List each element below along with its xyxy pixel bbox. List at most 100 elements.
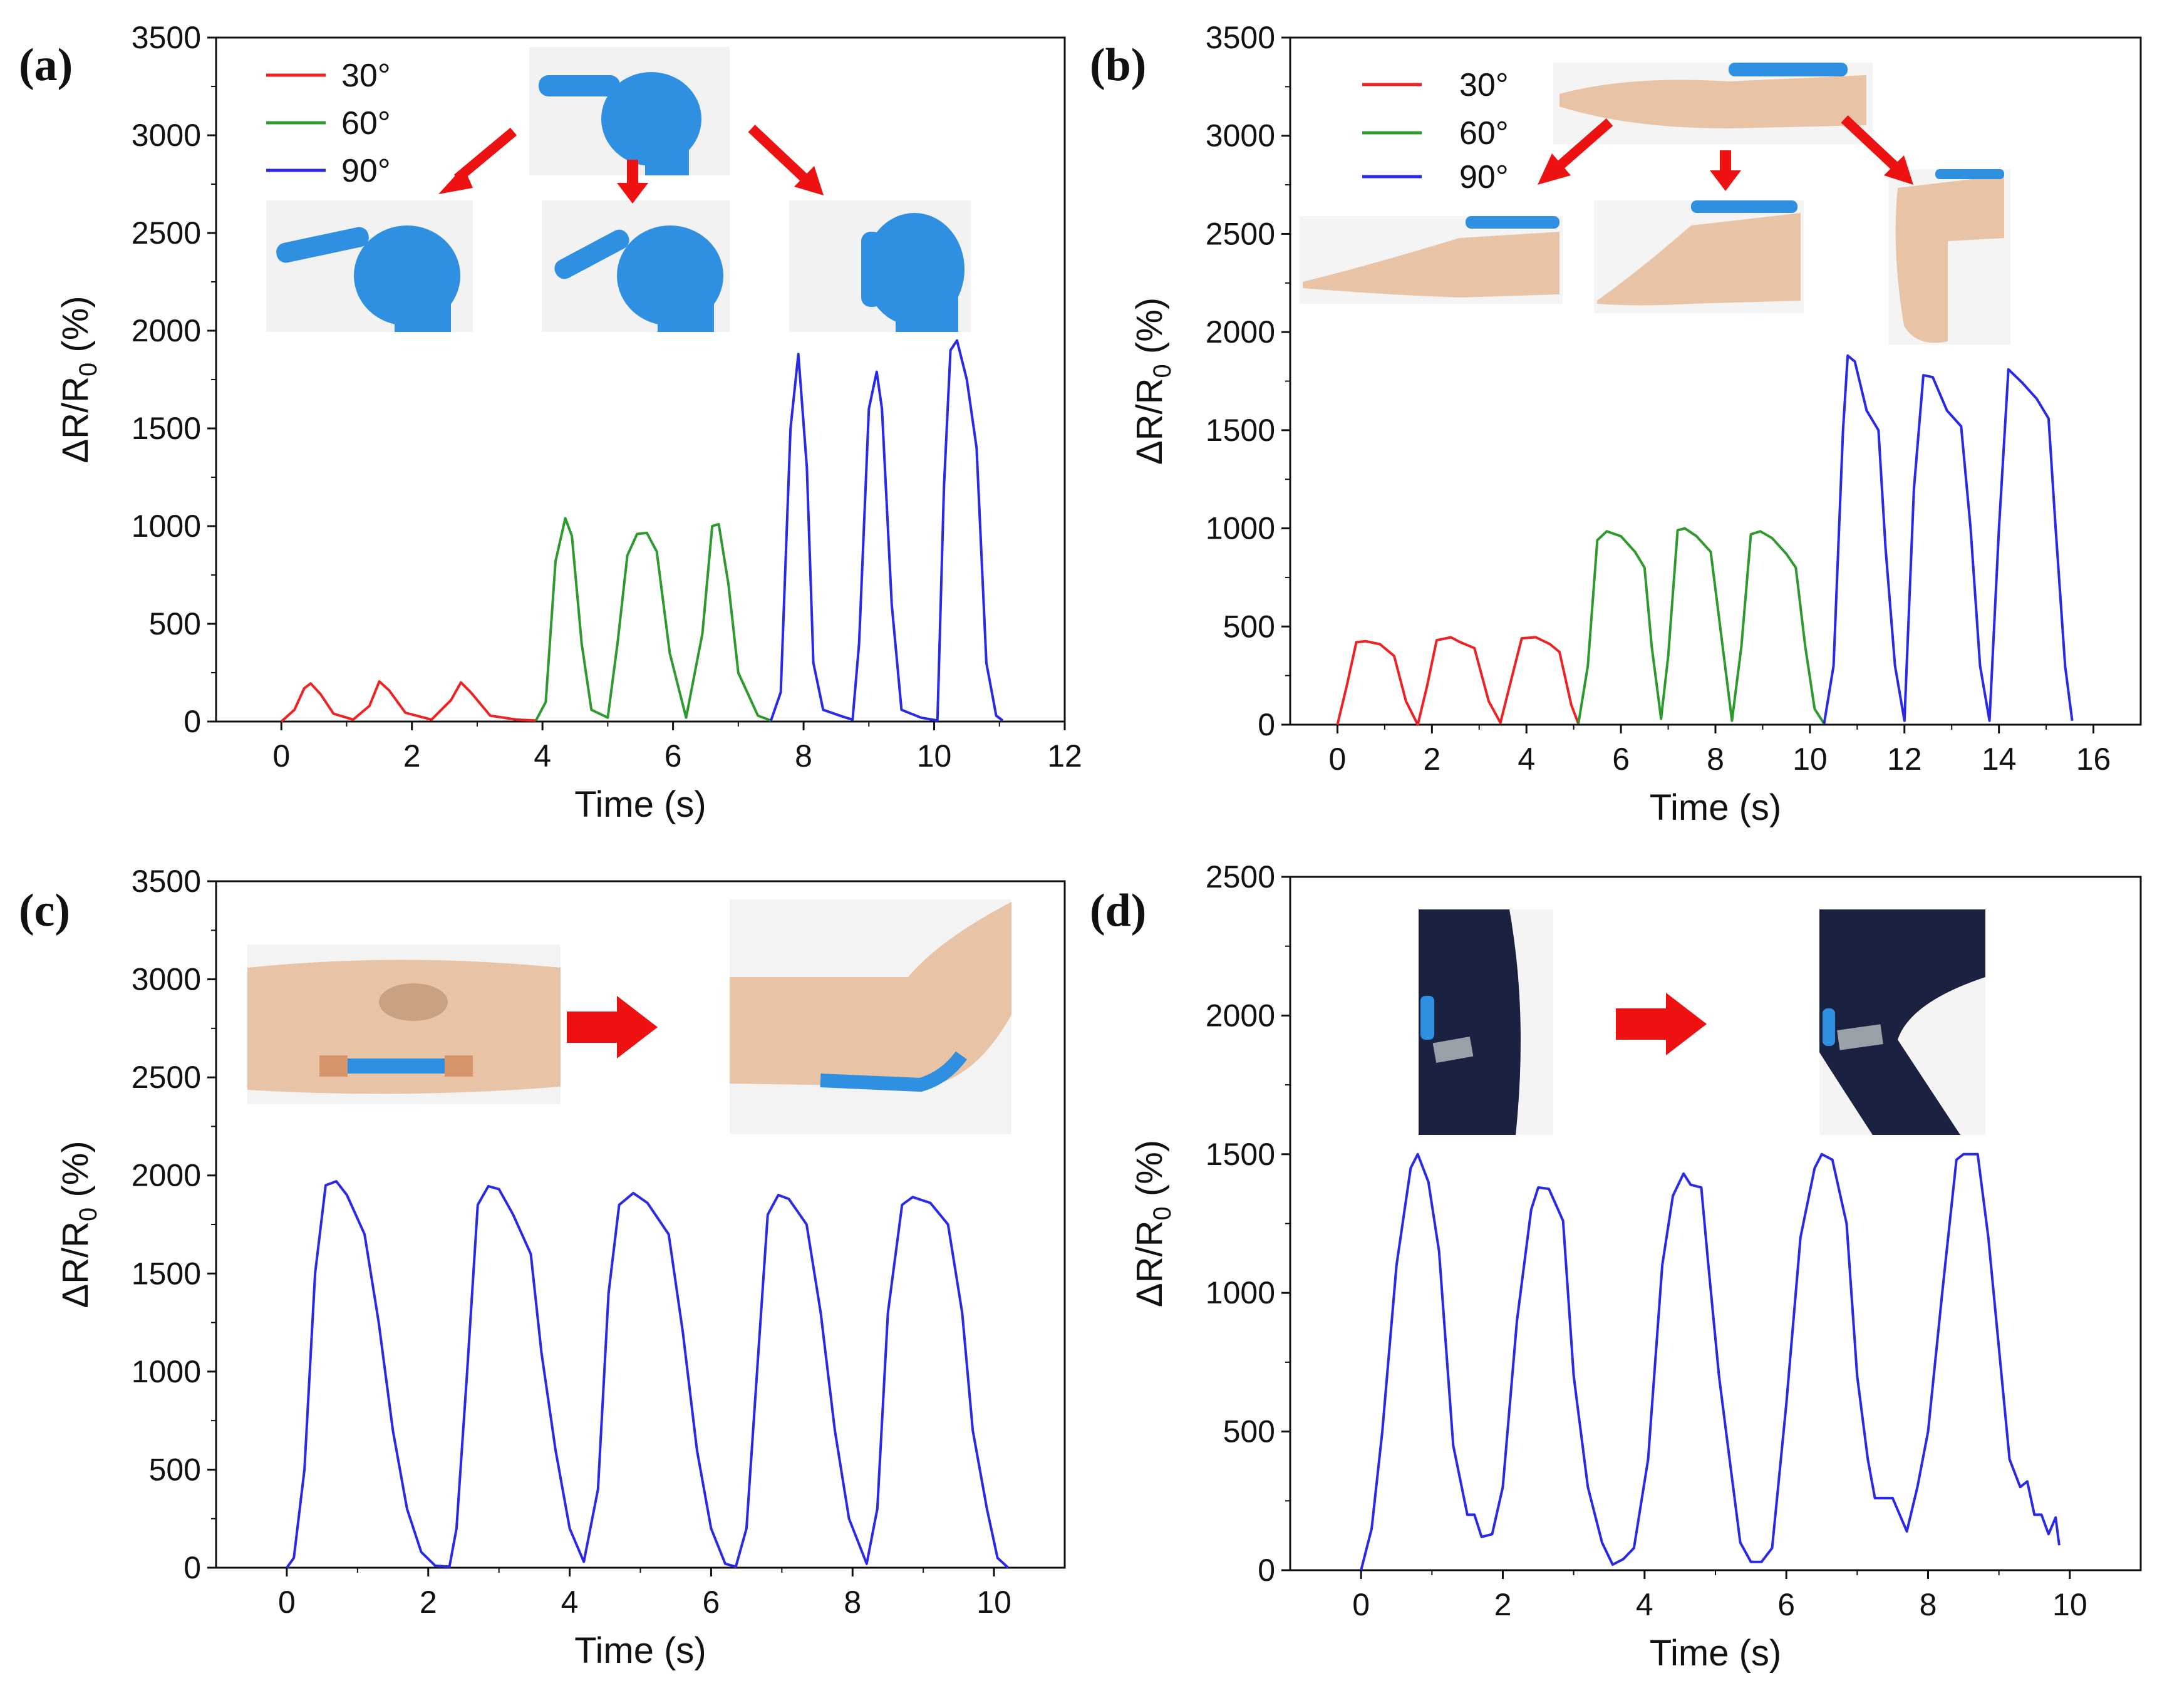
- y-axis-title-unit: (%): [1129, 1140, 1170, 1206]
- panel-label-a: (a): [19, 39, 73, 91]
- inset-hand-bent-90: [1888, 169, 2010, 344]
- y-tick-label: 1500: [132, 411, 201, 446]
- series-line-90: [1823, 354, 2074, 724]
- y-tick-label: 0: [1258, 1553, 1275, 1588]
- arrow-to-60: [1710, 150, 1741, 191]
- x-tick-label: 4: [561, 1585, 579, 1620]
- y-axis-title-unit: (%): [55, 1141, 96, 1207]
- series-line-60: [534, 517, 772, 722]
- panel-label-d: (d): [1090, 885, 1146, 936]
- x-tick-label: 10: [917, 738, 952, 774]
- x-tick-label: 4: [1518, 742, 1535, 777]
- inset-hand-bent-30: [1300, 216, 1563, 304]
- y-tick-label: 3000: [132, 962, 201, 997]
- y-tick-label: 3500: [132, 864, 201, 899]
- y-tick-label: 3500: [1206, 20, 1275, 55]
- y-tick-label: 1500: [1206, 1137, 1275, 1172]
- series-line-60: [1577, 527, 1826, 725]
- y-tick-label: 1000: [132, 1354, 201, 1389]
- panel-c-plot: 0 2 4 6 8 10 0 500 1000 1500 2000 2500 3000 3500 Time …: [55, 864, 1066, 1671]
- y-tick-label: 1500: [132, 1256, 201, 1291]
- x-tick-label: 16: [2076, 742, 2111, 777]
- y-axis-title-main: ΔR/R: [1129, 378, 1170, 465]
- y-axis-title-unit: (%): [1129, 298, 1170, 364]
- y-tick-label: 1500: [1206, 413, 1275, 448]
- x-tick-label: 8: [795, 738, 812, 774]
- arrow-to-90: [748, 125, 824, 195]
- x-tick-label: 6: [665, 738, 682, 774]
- y-axis-title-subscript: 0: [1149, 1206, 1176, 1220]
- x-tick-label: 4: [1636, 1587, 1653, 1622]
- panel-a-insets: [266, 47, 971, 332]
- panel-b-plot: 0 2 4 6 8 10 12 14 16 0 500 1000 1500 2000 2500 3000 350…: [1129, 20, 2142, 828]
- y-axis-title: ΔR/R0 (%): [55, 1141, 102, 1308]
- y-axis-title: ΔR/R0 (%): [1129, 298, 1176, 465]
- panel-a: (a) 0 2 4 6 8 10 12 0 500 1000 1500 2000 2500 3000 350…: [19, 20, 1082, 825]
- y-tick-label: 2000: [1206, 314, 1275, 349]
- inset-knee-bent: [1819, 909, 1985, 1135]
- inset-knee-straight: [1419, 909, 1553, 1135]
- y-tick-label: 0: [184, 1550, 201, 1585]
- x-tick-label: 0: [1352, 1587, 1370, 1622]
- y-axis-title-unit: (%): [55, 296, 96, 362]
- y-tick-label: 0: [184, 704, 201, 739]
- panel-a-legend: 30° 60° 90°: [266, 58, 391, 189]
- y-axis-title: ΔR/R0 (%): [55, 296, 102, 463]
- panel-label-c: (c): [19, 885, 70, 936]
- x-tick-label: 2: [403, 738, 421, 774]
- series-line-90: [286, 1180, 1010, 1569]
- y-axis-title-subscript: 0: [75, 1208, 102, 1221]
- panel-d: (d) 0 2 4 6 8 10 0 500 1000 1500 2000 2500 Time (s) Δ…: [1090, 859, 2142, 1674]
- y-axis-title-subscript: 0: [75, 363, 102, 376]
- y-axis-title: ΔR/R0 (%): [1129, 1140, 1176, 1307]
- arrow-to-30: [1538, 118, 1613, 185]
- legend-label-60: 60°: [341, 105, 391, 142]
- panel-b: (b) 0 2 4 6 8 10 12 14 16 0 500 1000 1500 2000 2500 300…: [1090, 20, 2142, 828]
- arrow-to-90: [1841, 115, 1913, 185]
- x-axis-title: Time (s): [574, 1630, 706, 1671]
- x-tick-label: 2: [1494, 1587, 1512, 1622]
- y-tick-label: 500: [149, 606, 201, 641]
- legend-label-60: 60°: [1459, 115, 1509, 152]
- x-tick-label: 2: [1423, 742, 1440, 777]
- arrow-d: [1616, 993, 1707, 1055]
- x-tick-label: 0: [278, 1585, 296, 1620]
- y-tick-label: 0: [1258, 707, 1275, 742]
- panel-c-insets: [247, 899, 1011, 1134]
- y-tick-label: 2000: [132, 1158, 201, 1193]
- series-line-30: [1336, 636, 1580, 726]
- inset-arm-straight: [247, 945, 561, 1104]
- x-tick-label: 0: [272, 738, 290, 774]
- legend-label-30: 30°: [341, 58, 391, 94]
- x-tick-label: 8: [844, 1585, 861, 1620]
- y-tick-label: 3500: [132, 20, 201, 55]
- x-tick-label: 2: [420, 1585, 437, 1620]
- y-tick-label: 500: [149, 1452, 201, 1487]
- y-tick-label: 2500: [1206, 859, 1275, 894]
- panel-a-plot: 0 2 4 6 8 10 12 0 500 1000 1500 2000 2500 3000 3500 Tim…: [55, 20, 1082, 825]
- inset-finger-straight: [529, 47, 730, 175]
- panel-c: (c) 0 2 4 6 8 10 0 500 1000 1500 2000 2500 3000 3500 T…: [19, 864, 1066, 1671]
- x-tick-label: 0: [1329, 742, 1347, 777]
- inset-finger-bent-90: [789, 200, 971, 332]
- legend-label-90: 90°: [341, 153, 391, 189]
- inset-hand-bent-60: [1594, 200, 1804, 313]
- series-line-30: [280, 680, 536, 723]
- x-tick-label: 6: [1612, 742, 1630, 777]
- x-tick-label: 12: [1887, 742, 1922, 777]
- y-tick-label: 2000: [132, 313, 201, 348]
- panel-b-insets: [1300, 63, 2010, 344]
- arrow-to-30: [438, 127, 517, 194]
- arrow-c: [567, 996, 658, 1058]
- y-axis-title-main: ΔR/R: [55, 1221, 96, 1308]
- x-axis-title: Time (s): [574, 784, 706, 825]
- x-tick-label: 8: [1707, 742, 1724, 777]
- x-tick-label: 8: [1920, 1587, 1937, 1622]
- y-axis-title-main: ΔR/R: [55, 376, 96, 463]
- y-tick-label: 2500: [1206, 216, 1275, 251]
- y-axis-title-main: ΔR/R: [1129, 1220, 1170, 1307]
- y-tick-label: 2500: [132, 215, 201, 251]
- legend-label-90: 90°: [1459, 159, 1509, 195]
- inset-finger-bent-30: [266, 200, 473, 332]
